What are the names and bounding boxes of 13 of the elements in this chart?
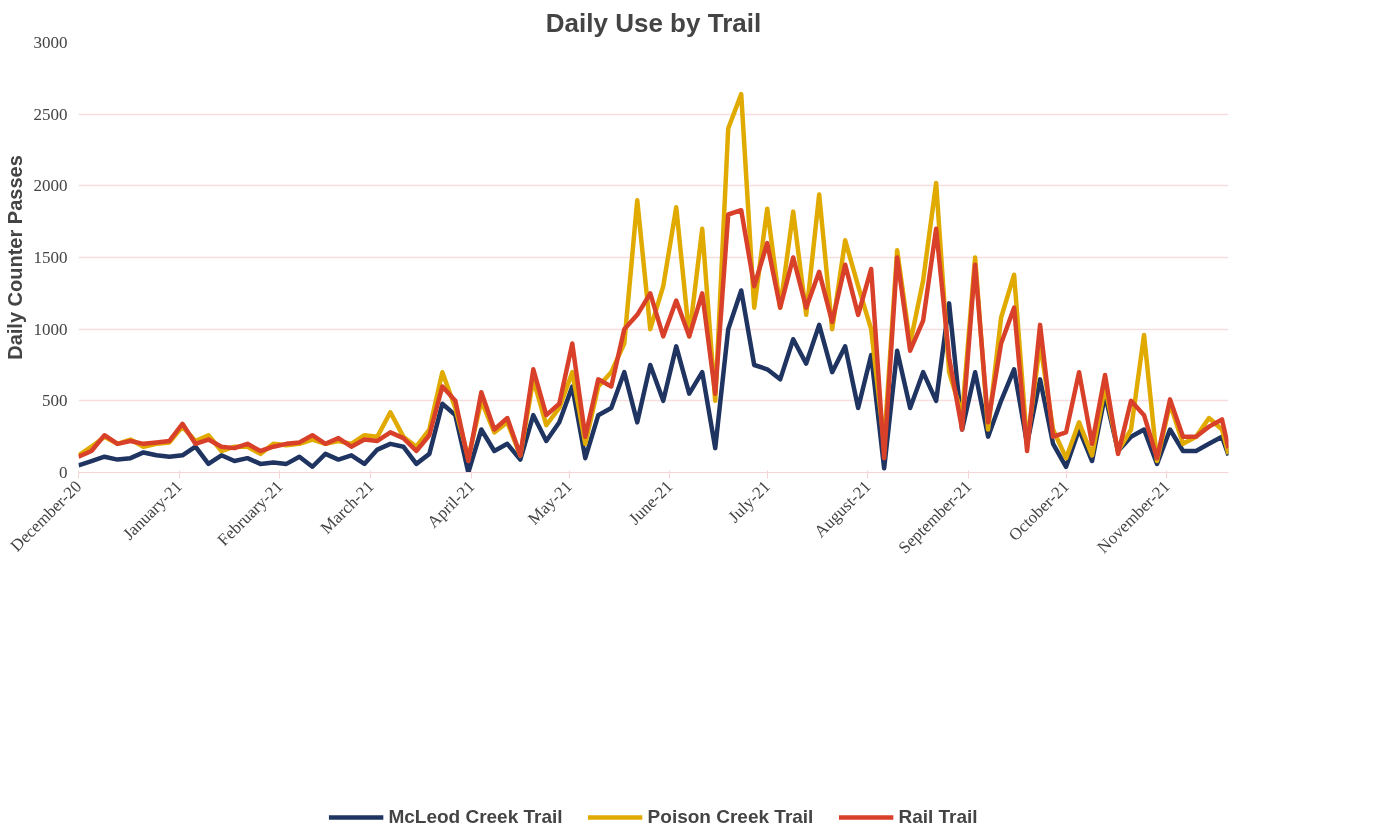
y-tick-label: 500 xyxy=(42,391,68,411)
y-tick-label: 0 xyxy=(59,463,68,482)
legend-label: Rail Trail xyxy=(898,806,978,826)
line-series xyxy=(78,207,1229,464)
y-tick-label: 2500 xyxy=(33,104,68,124)
legend-label: Poison Creek Trail xyxy=(647,806,814,826)
y-tick-label: 3000 xyxy=(33,33,68,52)
y-tick-label: 1500 xyxy=(33,248,68,267)
y-axis-title: Daily Counter Passes xyxy=(3,155,26,360)
chart-title: Daily Use by Trail xyxy=(545,7,762,38)
y-tick-label: 2000 xyxy=(33,176,68,196)
y-tick-label: 1000 xyxy=(33,319,68,339)
legend-label: McLeod Creek Trail xyxy=(388,806,563,826)
